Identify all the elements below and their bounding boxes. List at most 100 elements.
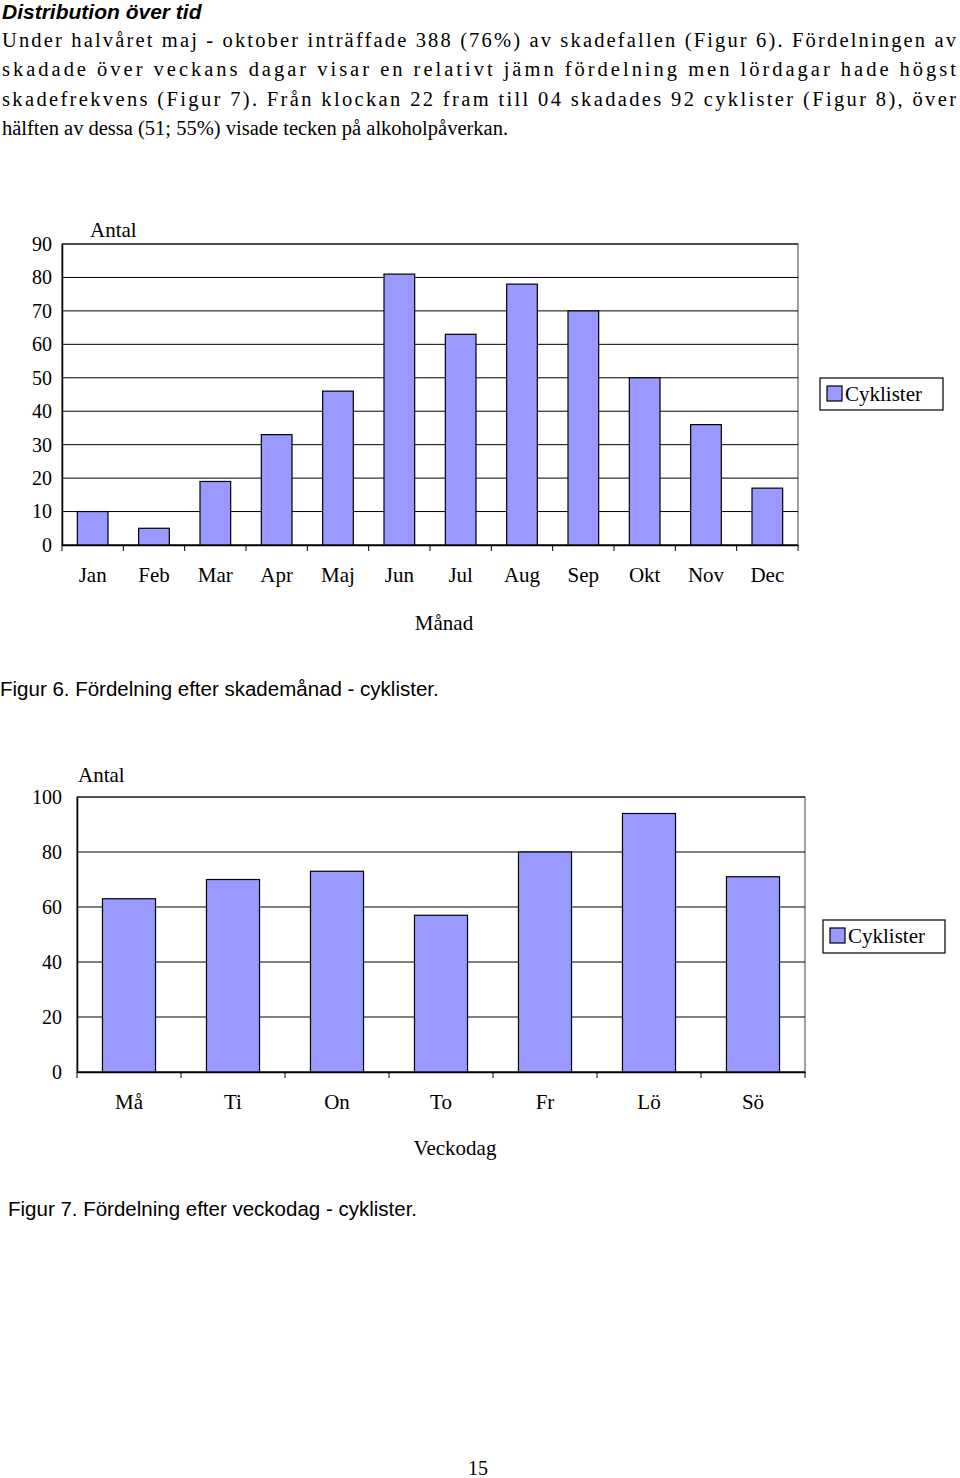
tick-label: Jun — [385, 563, 415, 587]
tick-label: Jan — [79, 563, 107, 587]
tick: Jun — [385, 563, 415, 587]
tick: 60 — [42, 896, 77, 918]
chart: 0102030405060708090JanFebMarAprMajJunJul… — [0, 218, 943, 700]
bar — [518, 852, 571, 1072]
grid-line — [77, 907, 805, 908]
tick: 60 — [32, 333, 62, 355]
bars — [77, 274, 782, 545]
grid-line — [62, 478, 798, 479]
tick: 80 — [32, 266, 62, 288]
grid — [62, 244, 798, 545]
bars — [102, 814, 779, 1073]
category-separator — [62, 545, 63, 551]
tick: To — [430, 1090, 452, 1114]
tick-label: 60 — [32, 333, 52, 355]
grid-line — [77, 797, 805, 798]
bar — [691, 425, 722, 545]
axis-line — [62, 245, 64, 546]
legend-swatch — [830, 928, 845, 943]
axis-line — [63, 545, 799, 547]
tick: 10 — [32, 500, 62, 522]
grid-line — [62, 244, 798, 245]
bar — [629, 378, 660, 545]
tick-label: Apr — [260, 563, 293, 587]
bar — [568, 311, 599, 545]
tick-label: Jul — [448, 563, 473, 587]
tick: 90 — [32, 233, 62, 255]
axis-line — [77, 798, 79, 1073]
tick: On — [324, 1090, 350, 1114]
tick-label: Lö — [637, 1090, 660, 1114]
paragraph-line: skadefrekvens (Figur 7). Från klockan 22… — [2, 88, 956, 111]
tick-label: Mar — [198, 563, 233, 587]
y-axis: 0102030405060708090 — [32, 233, 63, 556]
tick-label: 30 — [32, 434, 52, 456]
tick-label: 0 — [42, 534, 52, 556]
tick: Lö — [637, 1090, 660, 1114]
tick: Sep — [568, 563, 600, 587]
category-separators — [62, 545, 798, 551]
y-axis-title: Antal — [90, 218, 137, 242]
legend-box — [820, 378, 943, 410]
tick-label: 60 — [42, 896, 62, 918]
plot-frame — [77, 797, 805, 1072]
tick-label: Fr — [536, 1090, 555, 1114]
tick-label: Aug — [504, 563, 541, 587]
bar — [622, 814, 675, 1073]
tick: 0 — [42, 534, 62, 556]
legend-box — [823, 920, 945, 953]
chart: 020406080100MåTiOnToFrLöSöAntalVeckodagF… — [8, 763, 945, 1220]
bar — [414, 915, 467, 1072]
tick: 40 — [32, 400, 62, 422]
tick: Okt — [629, 563, 661, 587]
bar — [752, 488, 783, 545]
tick-label: 50 — [32, 367, 52, 389]
tick: 20 — [42, 1006, 77, 1028]
tick-label: Sep — [568, 563, 600, 587]
tick: Aug — [504, 563, 541, 587]
grid-line — [62, 377, 798, 378]
tick-label: Okt — [629, 563, 661, 587]
tick: Dec — [750, 563, 784, 587]
tick-label: 90 — [32, 233, 52, 255]
chart-title: Figur 7. Fördelning efter veckodag - cyk… — [8, 1197, 417, 1220]
x-axis: MåTiOnToFrLöSö — [78, 1073, 806, 1114]
grid-line — [62, 511, 798, 512]
bar — [261, 435, 292, 545]
bar — [139, 528, 170, 545]
bar — [206, 880, 259, 1073]
paragraph-line: skadade över veckans dagar visar en rela… — [2, 58, 956, 81]
category-separators — [77, 1072, 805, 1078]
grid-line — [62, 411, 798, 412]
tick: Jan — [79, 563, 107, 587]
bar — [726, 877, 779, 1072]
tick: Jul — [448, 563, 473, 587]
bar — [102, 899, 155, 1072]
bar — [384, 274, 415, 545]
tick-label: On — [324, 1090, 350, 1114]
grid-line — [62, 545, 798, 546]
tick-label: Feb — [138, 563, 170, 587]
tick-label: Sö — [742, 1090, 764, 1114]
tick: 50 — [32, 367, 62, 389]
tick: 30 — [32, 434, 62, 456]
x-axis: JanFebMarAprMajJunJulAugSepOktNovDec — [63, 546, 799, 587]
tick-label: Maj — [321, 563, 355, 587]
tick-label: 80 — [42, 841, 62, 863]
tick-label: 80 — [32, 266, 52, 288]
y-axis: 020406080100 — [32, 786, 78, 1083]
tick-label: 40 — [32, 400, 52, 422]
grid-line — [62, 344, 798, 345]
grid-line — [62, 310, 798, 311]
legend-label: Cyklister — [848, 924, 925, 948]
bar — [310, 871, 363, 1072]
tick-label: 0 — [52, 1061, 62, 1083]
y-axis-title: Antal — [78, 763, 125, 787]
tick: Feb — [138, 563, 170, 587]
bar — [507, 284, 538, 545]
tick-label: 40 — [42, 951, 62, 973]
grid-line — [62, 277, 798, 278]
page: Distribution över tidUnder halvåret maj … — [0, 0, 960, 1478]
tick-label: 10 — [32, 500, 52, 522]
grid-line — [77, 852, 805, 853]
